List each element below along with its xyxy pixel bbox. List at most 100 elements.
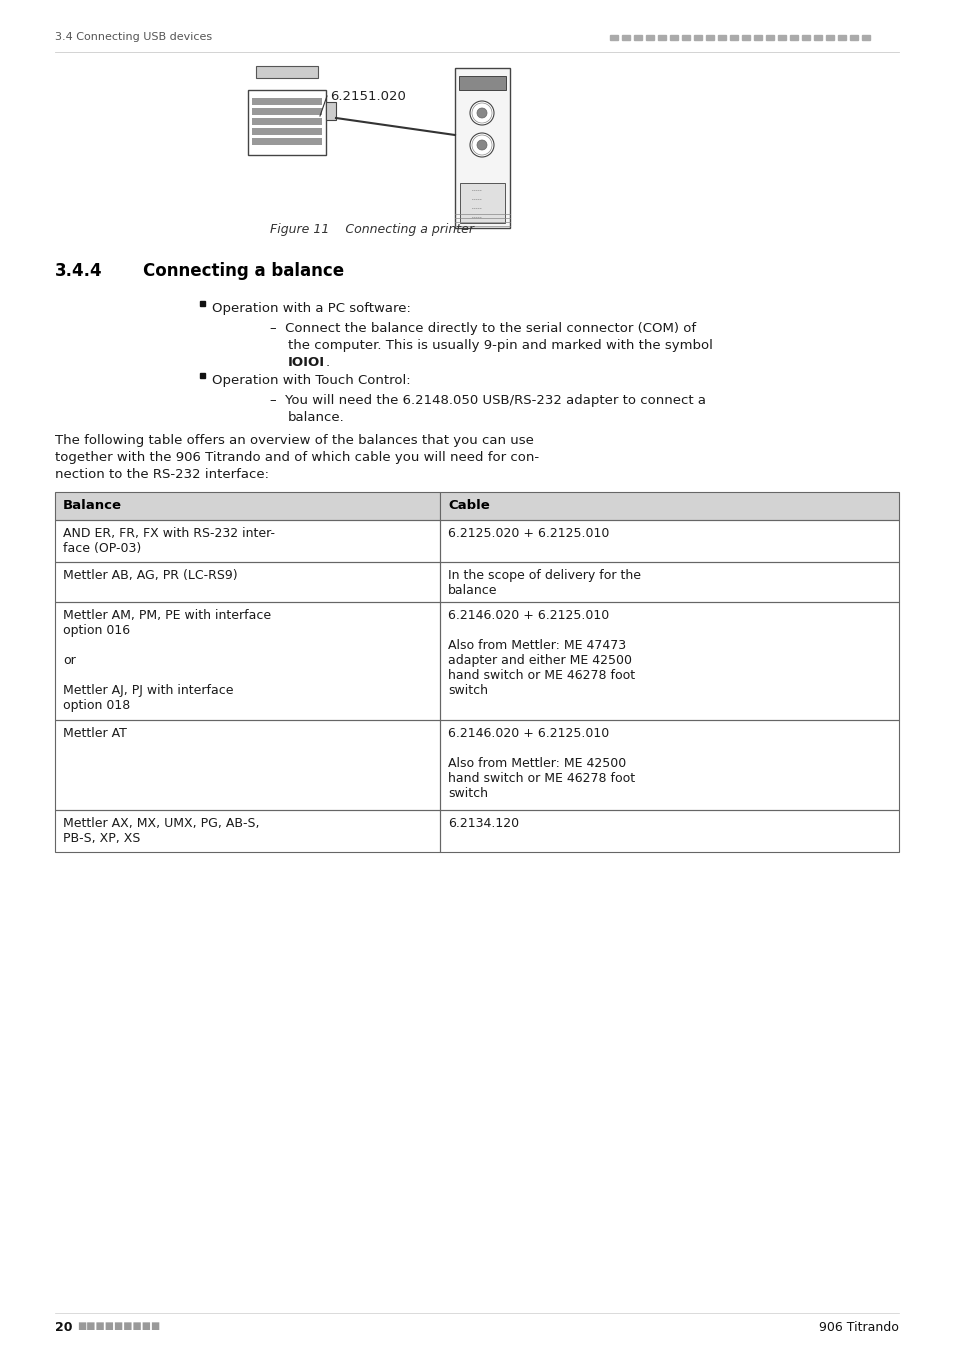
Text: Also from Mettler: ME 42500: Also from Mettler: ME 42500 [448, 757, 625, 769]
Text: -----: ----- [462, 215, 481, 220]
Text: nection to the RS-232 interface:: nection to the RS-232 interface: [55, 468, 269, 481]
Text: -----: ----- [462, 197, 481, 202]
Bar [621, 35, 629, 40]
Bar [849, 35, 857, 40]
Bar [55, 602, 439, 720]
Bar [458, 76, 505, 90]
Bar [439, 602, 898, 720]
Text: Operation with a PC software:: Operation with a PC software: [212, 302, 411, 315]
Bar [693, 35, 701, 40]
Bar [681, 35, 689, 40]
Text: Balance: Balance [63, 500, 122, 512]
Bar [252, 138, 322, 144]
Text: 6.2125.020 + 6.2125.010: 6.2125.020 + 6.2125.010 [448, 526, 609, 540]
Text: The following table offers an overview of the balances that you can use: The following table offers an overview o… [55, 433, 534, 447]
Bar [55, 810, 439, 852]
Text: 6.2134.120: 6.2134.120 [448, 817, 518, 830]
Bar [248, 90, 326, 155]
Bar [741, 35, 749, 40]
Text: 20: 20 [55, 1322, 72, 1334]
Text: Mettler AX, MX, UMX, PG, AB-S,: Mettler AX, MX, UMX, PG, AB-S, [63, 817, 259, 830]
Text: –  You will need the 6.2148.050 USB/RS-232 adapter to connect a: – You will need the 6.2148.050 USB/RS-23… [270, 394, 705, 406]
Text: PB-S, XP, XS: PB-S, XP, XS [63, 832, 140, 845]
Bar [837, 35, 845, 40]
Bar [813, 35, 821, 40]
Text: option 018: option 018 [63, 699, 131, 711]
Text: switch: switch [448, 684, 488, 697]
Bar [55, 562, 439, 602]
Text: ■■■■■■■■■: ■■■■■■■■■ [77, 1322, 160, 1331]
Text: Operation with Touch Control:: Operation with Touch Control: [212, 374, 410, 387]
Bar [55, 491, 439, 520]
Bar [789, 35, 797, 40]
Text: 3.4.4: 3.4.4 [55, 262, 103, 279]
Text: 906 Titrando: 906 Titrando [819, 1322, 898, 1334]
Bar [669, 35, 678, 40]
Bar [439, 562, 898, 602]
Bar [252, 99, 322, 105]
Text: In the scope of delivery for the: In the scope of delivery for the [448, 568, 640, 582]
Text: together with the 906 Titrando and of which cable you will need for con-: together with the 906 Titrando and of wh… [55, 451, 538, 464]
Bar [609, 35, 618, 40]
Bar [705, 35, 713, 40]
Text: 3.4 Connecting USB devices: 3.4 Connecting USB devices [55, 32, 212, 42]
Text: face (OP-03): face (OP-03) [63, 541, 141, 555]
Text: .: . [326, 356, 330, 369]
Bar [718, 35, 725, 40]
Text: adapter and either ME 42500: adapter and either ME 42500 [448, 653, 631, 667]
Bar [801, 35, 809, 40]
Bar [862, 35, 869, 40]
Bar [634, 35, 641, 40]
Text: hand switch or ME 46278 foot: hand switch or ME 46278 foot [448, 670, 635, 682]
Bar [439, 810, 898, 852]
Text: Connecting a balance: Connecting a balance [143, 262, 344, 279]
Text: balance: balance [448, 585, 497, 597]
Text: IOIOI: IOIOI [288, 356, 325, 369]
Text: balance.: balance. [288, 410, 344, 424]
Bar [778, 35, 785, 40]
Bar [825, 35, 833, 40]
Bar [252, 108, 322, 115]
Text: –  Connect the balance directly to the serial connector (COM) of: – Connect the balance directly to the se… [270, 323, 696, 335]
Bar [765, 35, 773, 40]
Text: -----: ----- [462, 207, 481, 211]
Bar [252, 117, 322, 126]
Text: hand switch or ME 46278 foot: hand switch or ME 46278 foot [448, 772, 635, 784]
Circle shape [470, 134, 494, 157]
Bar [326, 103, 335, 120]
Circle shape [470, 101, 494, 126]
Bar [459, 184, 504, 223]
Text: or: or [63, 653, 75, 667]
Bar [753, 35, 761, 40]
Bar [55, 520, 439, 562]
Text: Figure 11    Connecting a printer: Figure 11 Connecting a printer [270, 223, 474, 236]
Bar [658, 35, 665, 40]
Text: switch: switch [448, 787, 488, 801]
Bar [439, 720, 898, 810]
Bar [439, 520, 898, 562]
Text: -----: ----- [462, 188, 481, 193]
Text: Mettler AJ, PJ with interface: Mettler AJ, PJ with interface [63, 684, 233, 697]
Text: 6.2146.020 + 6.2125.010: 6.2146.020 + 6.2125.010 [448, 728, 609, 740]
Text: option 016: option 016 [63, 624, 130, 637]
Circle shape [476, 140, 486, 150]
Bar [200, 301, 205, 306]
Bar [439, 491, 898, 520]
Bar [455, 68, 510, 228]
Bar [55, 720, 439, 810]
Bar [200, 373, 205, 378]
Bar [255, 66, 317, 78]
Circle shape [476, 108, 486, 117]
Text: Mettler AM, PM, PE with interface: Mettler AM, PM, PE with interface [63, 609, 271, 622]
Text: Also from Mettler: ME 47473: Also from Mettler: ME 47473 [448, 639, 625, 652]
Bar [645, 35, 654, 40]
Text: Cable: Cable [448, 500, 489, 512]
Text: Mettler AB, AG, PR (LC-RS9): Mettler AB, AG, PR (LC-RS9) [63, 568, 237, 582]
Text: the computer. This is usually 9-pin and marked with the symbol: the computer. This is usually 9-pin and … [288, 339, 712, 352]
Bar [252, 128, 322, 135]
Text: 6.2151.020: 6.2151.020 [330, 90, 405, 103]
Text: 6.2146.020 + 6.2125.010: 6.2146.020 + 6.2125.010 [448, 609, 609, 622]
Text: Mettler AT: Mettler AT [63, 728, 127, 740]
Bar [729, 35, 738, 40]
Text: AND ER, FR, FX with RS-232 inter-: AND ER, FR, FX with RS-232 inter- [63, 526, 274, 540]
